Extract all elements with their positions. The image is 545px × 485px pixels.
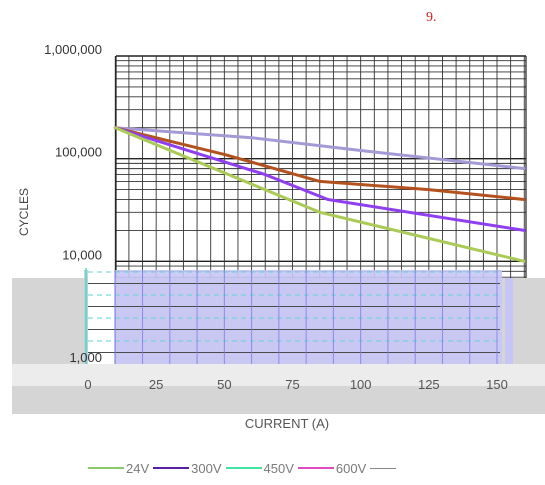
series-lines [113,126,526,263]
x-tick-label: 125 [418,377,440,392]
legend-item-300v: 300V [153,461,225,476]
legend-swatch-300v [153,467,190,469]
legend-tail-line [370,467,397,469]
y-axis-label: CYCLES [17,188,31,236]
legend-swatch-24v [88,467,124,469]
legend-label-450v: 450V [263,460,294,476]
series-line-3 [113,126,526,232]
series-line-1 [113,126,526,171]
legend-swatch-600v [297,467,334,469]
y-tick-label: 10,000 [62,247,102,262]
legend-label-300v: 300V [191,460,222,476]
x-tick-label: 25 [149,377,163,392]
light-band [12,364,545,386]
legend-label-24v: 24V [126,460,150,476]
blue-side-strip [505,278,513,364]
y-tick-label: 1,000,000 [44,42,102,57]
x-axis-label: CURRENT (A) [245,416,329,431]
legend-swatch-450v [225,467,262,469]
legend-item-600v: 600V [297,460,370,476]
series-line-2 [113,126,526,201]
legend-item-450v: 450V [225,460,298,476]
x-tick-label: 75 [285,377,299,392]
legend: 24V 300V 450V 600V [88,460,397,476]
x-tick-label: 0 [84,377,91,392]
x-tick-label: 50 [217,377,231,392]
legend-item-24v: 24V [88,461,153,476]
tick-labels: 1,000 10,000 100,000 1,000,000 0 25 50 75 100 125… [44,42,508,392]
white-overlay-strip [88,270,114,364]
blue-overlay-box [84,270,502,364]
legend-label-600v: 600V [335,460,367,476]
y-tick-label: 1,000 [69,350,102,365]
y-tick-label: 100,000 [55,145,102,160]
series-line-4 [113,126,526,263]
x-tick-label: 100 [350,377,372,392]
x-tick-label: 150 [486,377,508,392]
page-number: 9. [426,10,437,25]
overlay-band [12,268,545,414]
